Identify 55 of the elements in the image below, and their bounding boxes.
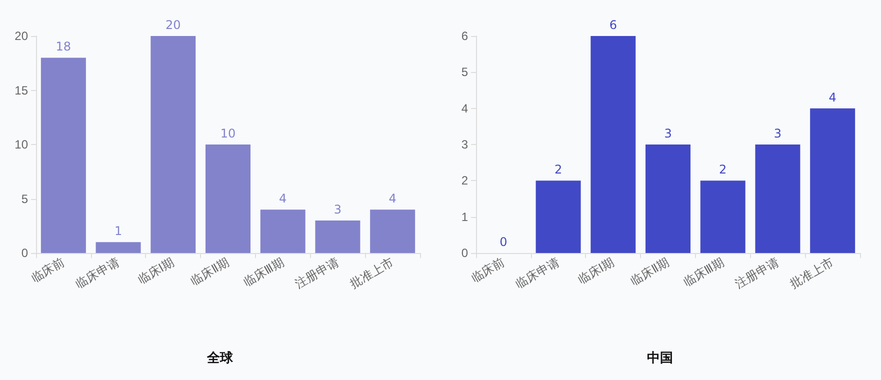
y-tick-label: 4 <box>461 101 468 116</box>
bar <box>370 210 416 253</box>
x-tick-label: 临床Ⅱ期 <box>188 254 232 288</box>
data-label: 1 <box>114 224 122 238</box>
y-tick-label: 5 <box>461 65 468 80</box>
x-tick-label: 临床申请 <box>513 254 562 292</box>
data-label: 0 <box>500 235 508 249</box>
bar <box>206 144 250 253</box>
data-label: 20 <box>166 18 181 32</box>
data-label: 6 <box>609 18 617 32</box>
y-tick-label: 3 <box>461 138 468 152</box>
y-tick-label: 0 <box>21 246 28 260</box>
x-tick-label: 临床Ⅱ期 <box>628 254 672 288</box>
x-tick-label: 批准上市 <box>348 254 396 292</box>
bar <box>315 220 360 253</box>
x-tick-label: 临床Ⅲ期 <box>681 254 726 290</box>
bar <box>590 36 636 253</box>
bar <box>646 144 690 253</box>
y-tick-label: 15 <box>14 83 28 98</box>
x-tick-label: 注册申请 <box>732 254 782 292</box>
text: 中国 <box>647 351 673 366</box>
y-tick-label: 10 <box>14 138 28 152</box>
x-tick-label: 临床Ⅰ期 <box>135 254 177 287</box>
text: 全球 <box>206 350 234 366</box>
y-tick-label: 20 <box>14 29 28 43</box>
data-label: 10 <box>220 126 236 140</box>
bar <box>40 58 86 253</box>
x-tick-label: 临床Ⅰ期 <box>575 254 617 287</box>
data-label: 2 <box>554 162 562 177</box>
y-tick-label: 1 <box>461 210 468 224</box>
y-tick-label: 6 <box>461 29 468 43</box>
bar <box>700 180 746 253</box>
x-tick-label: 临床申请 <box>73 254 122 292</box>
data-label: 4 <box>279 192 287 206</box>
bar <box>755 144 800 253</box>
x-tick-label: 临床前 <box>28 254 67 286</box>
bar <box>96 242 141 253</box>
data-label: 4 <box>828 90 836 104</box>
y-tick-label: 5 <box>21 192 28 206</box>
data-label: 2 <box>719 162 727 177</box>
x-tick-label: 临床前 <box>468 254 507 286</box>
data-label: 3 <box>774 126 782 140</box>
bar <box>536 180 581 253</box>
bar <box>150 36 196 253</box>
x-tick-label: 注册申请 <box>292 254 342 292</box>
data-label: 18 <box>56 40 72 54</box>
data-label: 4 <box>388 192 396 206</box>
bar <box>260 210 306 253</box>
data-label: 3 <box>664 126 672 140</box>
y-tick-label: 0 <box>461 246 468 260</box>
data-label: 3 <box>334 202 342 216</box>
bar <box>810 108 856 253</box>
y-tick-label: 2 <box>461 174 468 188</box>
x-tick-label: 临床Ⅲ期 <box>241 254 286 290</box>
x-tick-label: 批准上市 <box>788 254 836 292</box>
